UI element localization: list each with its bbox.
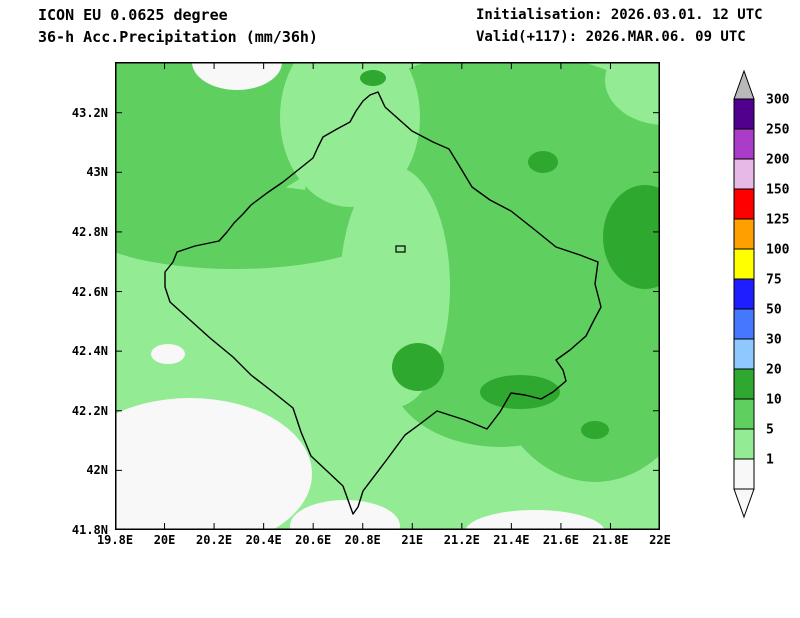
colorbar-level-label: 10 [766, 393, 782, 408]
colorbar-segment [733, 398, 755, 430]
colorbar-level-label: 250 [766, 123, 790, 138]
colorbar-level-label: 50 [766, 303, 782, 318]
colorbar-underflow-arrow [733, 488, 755, 519]
x-tick-label: 21.6E [542, 533, 579, 547]
colorbar-level-label: 20 [766, 363, 782, 378]
colorbar-level-label: 5 [766, 423, 774, 438]
x-tick-label: 21.8E [592, 533, 629, 547]
colorbar-level-label: 300 [766, 93, 790, 108]
y-tick-label: 41.8N [71, 523, 108, 537]
y-tick-label: 43N [86, 165, 108, 180]
colorbar-segment [733, 128, 755, 160]
colorbar-svg: 300 250 200 150 125 100 75 50 30 20 10 5 1 [733, 69, 790, 519]
y-tick-label: 42N [86, 463, 108, 478]
colorbar-segment [733, 188, 755, 220]
x-tick-label: 22E [649, 533, 671, 547]
colorbar-segment [733, 368, 755, 400]
colorbar-level-label: 125 [766, 213, 789, 228]
colorbar-segment [733, 278, 755, 310]
y-tick-label: 42.8N [71, 224, 108, 239]
y-tick-label: 42.2N [71, 403, 108, 418]
x-tick-label: 21.4E [493, 533, 530, 547]
init-time: Initialisation: 2026.03.01. 12 UTC [476, 7, 763, 23]
map-frame [115, 62, 660, 530]
x-tick-label: 19.8E [96, 533, 134, 547]
colorbar-segment [733, 218, 755, 250]
x-tick-label: 20.8E [344, 533, 381, 547]
model-name: ICON EU 0.0625 degree [38, 6, 228, 24]
y-tick-label: 42.4N [71, 344, 108, 359]
colorbar-segment [733, 98, 755, 130]
colorbar: 300 250 200 150 125 100 75 50 30 20 10 5 1 [732, 68, 800, 546]
colorbar-level-label: 150 [766, 183, 790, 198]
colorbar-level-label: 200 [766, 153, 790, 168]
colorbar-segment [733, 338, 755, 370]
colorbar-level-label: 1 [766, 453, 774, 468]
colorbar-segment [733, 158, 755, 190]
y-tick-label: 43.2N [71, 105, 108, 120]
colorbar-level-label: 75 [766, 273, 782, 288]
colorbar-segment [733, 428, 755, 460]
colorbar-level-label: 30 [766, 333, 782, 348]
product-title: 36-h Acc.Precipitation (mm/36h) [38, 28, 318, 46]
x-tick-label: 20E [153, 533, 176, 547]
colorbar-level-label: 100 [766, 243, 790, 258]
colorbar-segment [733, 248, 755, 280]
x-tick-label: 20.6E [295, 533, 332, 547]
colorbar-overflow-arrow [733, 69, 755, 100]
colorbar-segment [733, 308, 755, 340]
precip-map-svg [25, 0, 725, 554]
colorbar-underflow-segment [733, 458, 755, 490]
x-tick-label: 20.2E [196, 533, 233, 547]
x-tick-label: 20.4E [245, 533, 282, 547]
map-area [25, 0, 725, 554]
valid-time: Valid(+117): 2026.MAR.06. 09 UTC [476, 29, 746, 45]
x-tick-label: 21E [401, 533, 424, 547]
small-border-artifact [395, 245, 406, 253]
kosovo-border [164, 91, 602, 515]
x-tick-label: 21.2E [443, 533, 480, 547]
y-tick-label: 42.6N [71, 284, 108, 299]
